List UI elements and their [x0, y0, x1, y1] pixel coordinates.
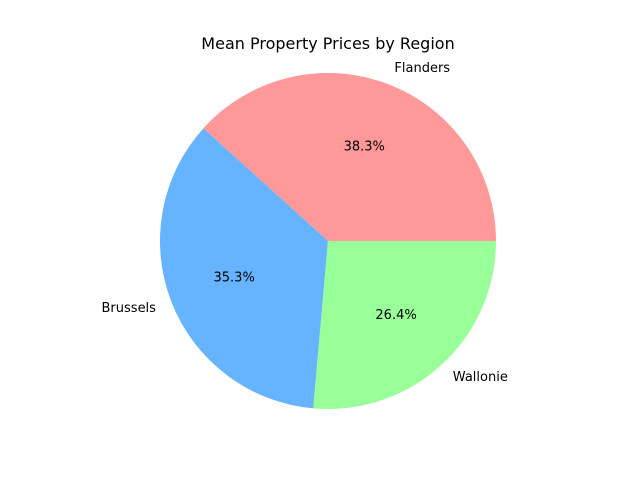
pie-slice-brussels [160, 128, 328, 409]
slice-percent-brussels: 35.3% [214, 270, 255, 285]
slice-label-wallonie: Wallonie [453, 370, 508, 385]
slice-percent-flanders: 38.3% [344, 139, 385, 154]
pie-slice-wallonie [313, 241, 496, 409]
chart-title: Mean Property Prices by Region [201, 34, 454, 53]
slice-percent-wallonie: 26.4% [375, 308, 416, 323]
pie-slices [160, 72, 496, 409]
slice-label-flanders: Flanders [394, 61, 450, 76]
pie-slice-flanders [203, 72, 496, 241]
pie-labels: Flanders 38.3% Brussels 35.3% Wallonie 26.4% [102, 61, 508, 385]
slice-label-brussels: Brussels [102, 301, 157, 316]
